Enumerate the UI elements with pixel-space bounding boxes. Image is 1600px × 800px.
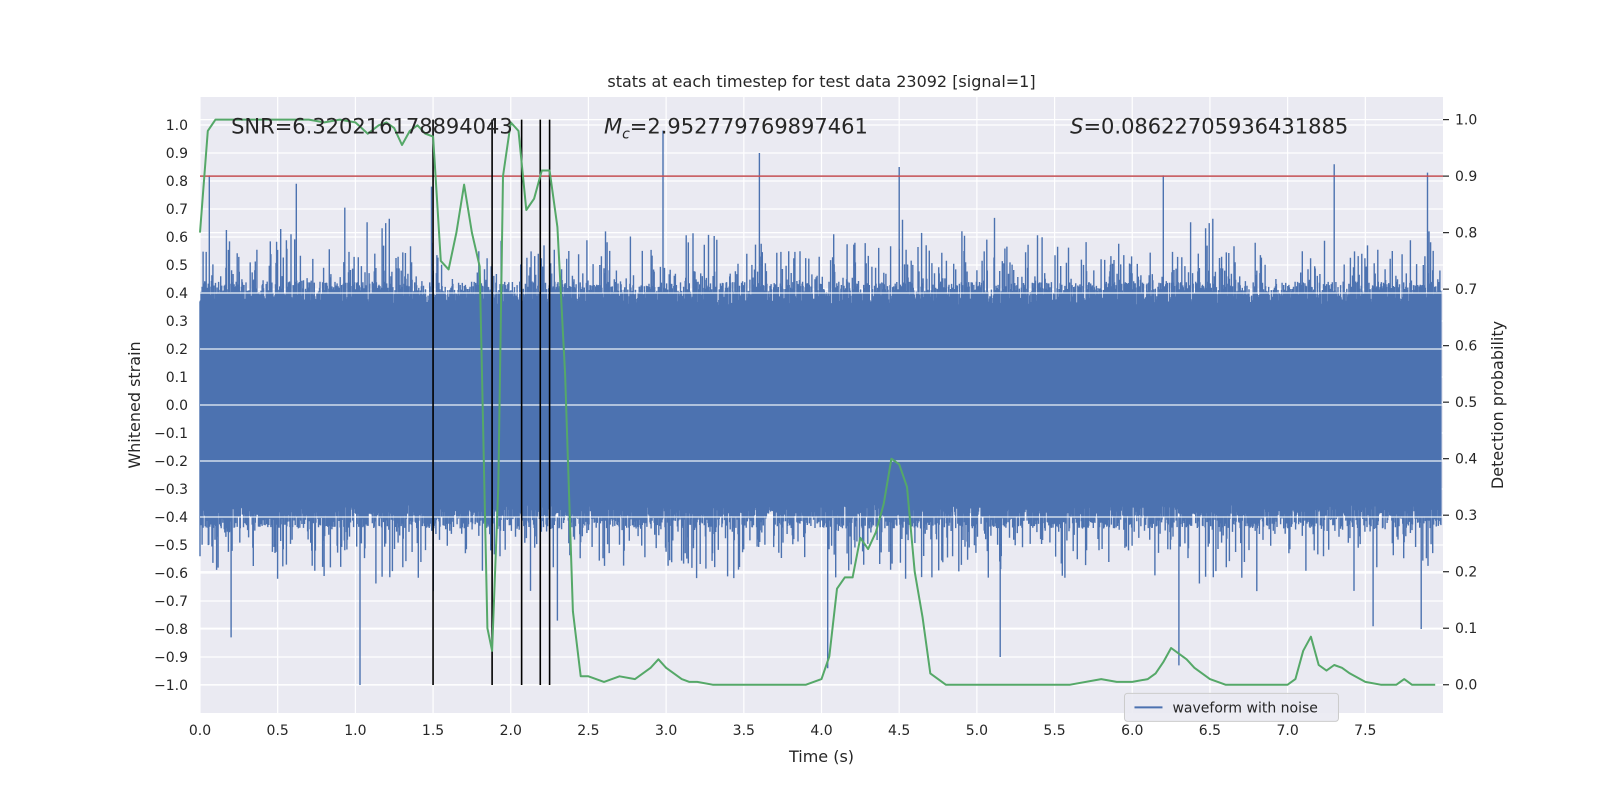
y-tick-label: 0.2 bbox=[166, 342, 188, 358]
y-tick-label: −0.3 bbox=[154, 482, 188, 498]
x-tick-label: 7.5 bbox=[1354, 723, 1376, 739]
chart-title: stats at each timestep for test data 230… bbox=[607, 72, 1035, 91]
y-tick-label: −0.9 bbox=[154, 650, 188, 666]
y-tick-label: 0.7 bbox=[166, 202, 188, 218]
y-tick-label: −0.8 bbox=[154, 622, 188, 638]
chirp-mass-annotation: Mc=2.952779769897461 bbox=[604, 114, 868, 142]
y-tick-label: −0.7 bbox=[154, 594, 188, 610]
x-tick-label: 7.0 bbox=[1276, 723, 1298, 739]
x-tick-label: 1.0 bbox=[344, 723, 366, 739]
y-tick-label: −0.2 bbox=[154, 454, 188, 470]
event-lines bbox=[432, 119, 551, 685]
x-tick-label: 0.0 bbox=[189, 723, 211, 739]
x-tick-label: 5.5 bbox=[1043, 723, 1065, 739]
probability-layer bbox=[199, 118, 1436, 686]
y-tick-label: 0.9 bbox=[166, 146, 188, 162]
y-tick-label: 0.5 bbox=[166, 258, 188, 274]
x-tick-label: 5.0 bbox=[966, 723, 988, 739]
x-tick-label: 0.5 bbox=[267, 723, 289, 739]
y2-tick-label: 0.6 bbox=[1455, 339, 1477, 355]
legend-entry-waveform: waveform with noise bbox=[1172, 700, 1317, 716]
y2-tick-label: 0.7 bbox=[1455, 282, 1477, 298]
y2-tick-label: 1.0 bbox=[1455, 113, 1477, 129]
y-tick-label: −0.6 bbox=[154, 566, 188, 582]
y-tick-label: 0.1 bbox=[166, 370, 188, 386]
y2-tick-label: 0.3 bbox=[1455, 508, 1477, 524]
y-tick-label: 0.0 bbox=[166, 398, 188, 414]
y-tick-label: −1.0 bbox=[154, 678, 188, 694]
x-tick-label: 3.5 bbox=[733, 723, 755, 739]
x-tick-label: 2.5 bbox=[577, 723, 599, 739]
y-tick-label: 0.3 bbox=[166, 314, 188, 330]
y-tick-label: 0.8 bbox=[166, 174, 188, 190]
waveform-layer bbox=[199, 130, 1442, 685]
s-value: =0.08622705936431885 bbox=[1083, 114, 1348, 138]
y-tick-label: −0.5 bbox=[154, 538, 188, 554]
x-tick-label: 1.5 bbox=[422, 723, 444, 739]
axes: 0.0 0.5 1.0 1.5 2.0 2.5 3.0 3.5 4.0 4.5 5.0 5.5 6.0 6… bbox=[154, 113, 1477, 739]
legend-box bbox=[1123, 692, 1339, 722]
legend: waveform with noise bbox=[1123, 692, 1339, 722]
x-tick-label: 2.0 bbox=[500, 723, 522, 739]
y2-tick-label: 0.9 bbox=[1455, 169, 1477, 185]
x-axis-label: Time (s) bbox=[788, 747, 854, 766]
x-tick-label: 6.0 bbox=[1121, 723, 1143, 739]
y2-axis-label: Detection probability bbox=[1488, 321, 1507, 489]
snr-annotation: SNR=6.320216178894043 bbox=[231, 114, 513, 138]
y2-tick-label: 0.5 bbox=[1455, 395, 1477, 411]
y-tick-label: 0.6 bbox=[166, 230, 188, 246]
x-tick-label: 4.5 bbox=[888, 723, 910, 739]
y-tick-label: −0.4 bbox=[154, 510, 188, 526]
y-axis-label: Whitened strain bbox=[125, 341, 144, 468]
y-tick-label: −0.1 bbox=[154, 426, 188, 442]
y2-tick-label: 0.4 bbox=[1455, 452, 1477, 468]
x-tick-label: 4.0 bbox=[810, 723, 832, 739]
y-tick-label: 0.4 bbox=[166, 286, 188, 302]
y2-tick-label: 0.0 bbox=[1455, 678, 1477, 694]
y2-tick-label: 0.2 bbox=[1455, 565, 1477, 581]
x-tick-label: 3.0 bbox=[655, 723, 677, 739]
x-tick-label: 6.5 bbox=[1199, 723, 1221, 739]
y2-tick-label: 0.8 bbox=[1455, 226, 1477, 242]
chirp-mass-value: =2.952779769897461 bbox=[630, 114, 868, 138]
probability-series bbox=[199, 118, 1436, 686]
y2-tick-label: 0.1 bbox=[1455, 621, 1477, 637]
y-tick-label: 1.0 bbox=[166, 118, 188, 134]
s-annotation: S=0.08622705936431885 bbox=[1070, 114, 1348, 138]
